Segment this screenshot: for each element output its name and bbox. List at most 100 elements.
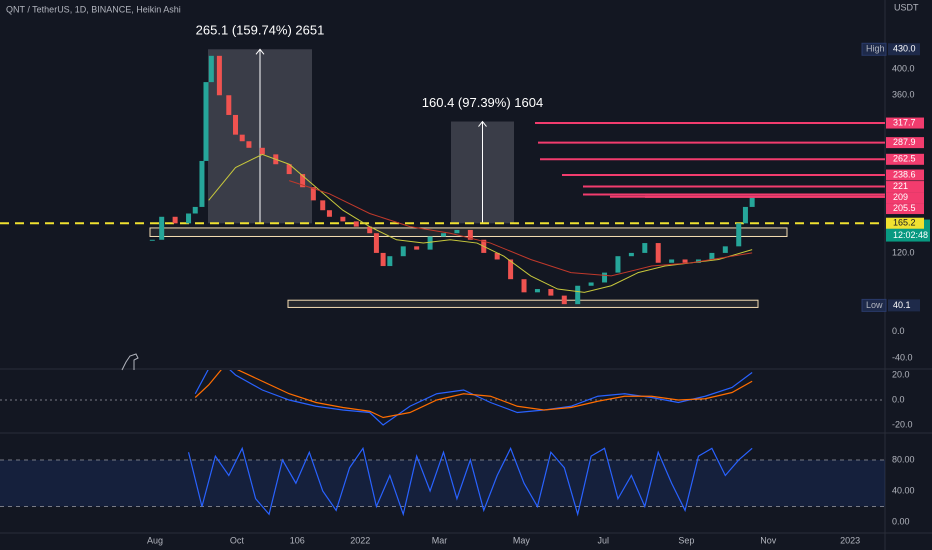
candle	[655, 243, 661, 263]
x-tick-label: Jul	[597, 535, 609, 545]
candle	[192, 206, 198, 214]
extreme-name: High	[866, 44, 885, 54]
candle	[615, 256, 621, 273]
currency: USDT	[894, 2, 919, 12]
level-tag-text: 287.9	[893, 137, 916, 147]
countdown: 12:02:48	[893, 230, 928, 240]
candle	[340, 216, 346, 222]
pane	[0, 48, 885, 308]
dashed-tag	[886, 217, 924, 229]
level-tag-text: 221	[893, 181, 908, 191]
arrow-head	[255, 48, 265, 55]
y-tick-label: -40.0	[892, 352, 913, 362]
candle	[561, 295, 567, 305]
candle	[387, 256, 393, 267]
candle	[534, 289, 540, 293]
candle	[548, 289, 554, 296]
y-tick-label: 360.0	[892, 90, 915, 100]
indicator-line	[187, 446, 753, 517]
indicator-line	[194, 370, 753, 426]
candle	[320, 200, 326, 211]
dashed-tag-text: 165.2	[893, 218, 916, 228]
candle	[521, 279, 527, 293]
candle	[642, 243, 648, 253]
x-tick-label: 106	[290, 535, 305, 545]
level-tag-text: 262.5	[893, 154, 916, 164]
candle	[367, 226, 373, 234]
extreme-value-box	[888, 299, 920, 312]
x-tick-label: May	[513, 535, 531, 545]
level-tag-text: 209	[893, 192, 908, 202]
level-tag	[886, 203, 924, 215]
level-tag	[886, 117, 924, 129]
y-tick-label: 0.0	[892, 326, 905, 336]
candle	[494, 252, 500, 260]
y-tick-label: 40.00	[892, 485, 915, 495]
candle	[239, 134, 245, 142]
candle	[602, 272, 608, 283]
level-tag	[886, 169, 924, 181]
y-tick-label: 80.00	[892, 454, 915, 464]
candle	[216, 55, 222, 96]
level-tag	[886, 153, 924, 165]
candle	[199, 160, 205, 207]
candle	[203, 82, 209, 161]
arrow-head	[478, 120, 487, 127]
y-tick-label: 20.0	[892, 369, 910, 379]
candle	[722, 246, 728, 253]
candle	[149, 239, 155, 241]
candle	[749, 197, 755, 207]
x-tick-label: Mar	[432, 535, 448, 545]
measure-label: 160.4 (97.39%) 1604	[422, 95, 543, 110]
band	[0, 459, 885, 507]
candle	[310, 187, 316, 201]
candle	[467, 229, 473, 240]
measure-label: 265.1 (159.74%) 2651	[196, 23, 325, 38]
candle	[742, 206, 748, 224]
candle	[454, 229, 460, 234]
x-tick-label: Nov	[760, 535, 777, 545]
level-tag-text: 238.6	[893, 169, 916, 179]
logo	[121, 353, 139, 371]
candle	[326, 210, 332, 217]
candle	[286, 164, 292, 175]
candle	[159, 216, 165, 240]
y-tick-label: -20.0	[892, 419, 913, 429]
x-tick-label: Oct	[230, 535, 245, 545]
candle	[441, 233, 447, 237]
candle	[246, 141, 252, 148]
candle	[575, 285, 581, 305]
candle	[233, 114, 239, 135]
candle	[669, 259, 675, 263]
candle	[682, 259, 688, 263]
moving-average	[289, 180, 753, 277]
y-tick-label: 400.0	[892, 63, 915, 73]
candle	[736, 223, 742, 247]
y-tick-label: 0.00	[892, 516, 910, 526]
candle	[259, 147, 265, 155]
extreme-name-box	[861, 298, 887, 312]
level-tag	[886, 192, 924, 204]
candle	[300, 174, 306, 188]
candle	[186, 213, 192, 224]
symbol-title: QNT / TetherUS, 1D, BINANCE, Heikin Ashi	[6, 4, 181, 14]
level-tag	[886, 181, 924, 193]
extreme-name-box	[861, 42, 887, 56]
level-tag-text: 205.5	[893, 203, 916, 213]
zone	[287, 299, 759, 308]
candle	[414, 246, 420, 250]
candle	[353, 221, 359, 227]
candle	[709, 252, 715, 260]
candle	[508, 259, 514, 280]
candle	[172, 216, 178, 224]
level-tag	[886, 137, 924, 149]
extreme-value: 430.0	[893, 44, 916, 54]
x-tick-label: Aug	[147, 535, 163, 545]
y-tick-label: 120.0	[892, 247, 915, 257]
x-tick-label: Sep	[678, 535, 694, 545]
extreme-value-box	[888, 43, 920, 56]
candle	[588, 282, 594, 286]
candle	[380, 252, 386, 267]
